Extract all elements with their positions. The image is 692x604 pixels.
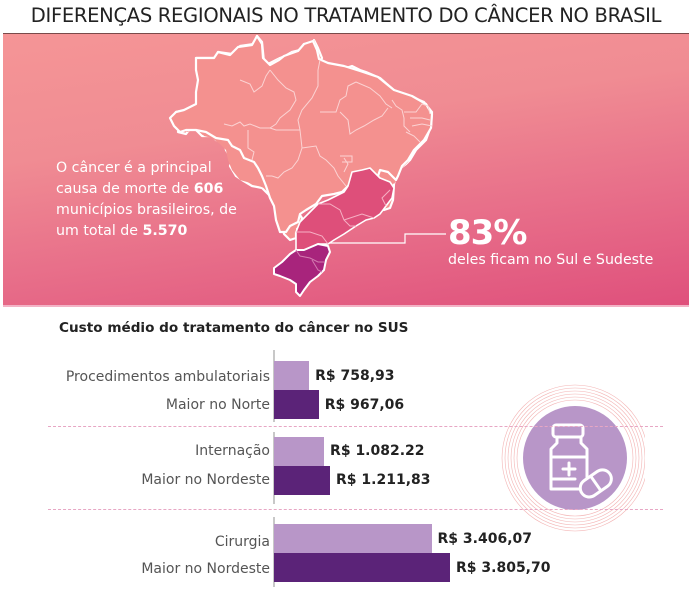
bar-ambulatorial-max bbox=[274, 390, 319, 419]
brazil-map-detail bbox=[170, 36, 446, 297]
label-cirurgia-max: Maior no Nordeste bbox=[141, 561, 270, 577]
bar-ambulatorial-average bbox=[274, 361, 310, 390]
intro-number-5570: 5.570 bbox=[142, 223, 188, 239]
intro-line-3: municípios brasileiros, de bbox=[56, 202, 237, 218]
map-southeast-borders bbox=[296, 189, 391, 245]
stat-connector-line bbox=[330, 233, 446, 244]
chart-axis-2 bbox=[273, 432, 275, 504]
chart-axis-3 bbox=[273, 517, 275, 587]
bar-cirurgia-max bbox=[274, 553, 450, 582]
stat-caption: deles ficam no Sul e Sudeste bbox=[448, 252, 654, 268]
bottle-glyph bbox=[549, 423, 589, 491]
intro-number-606: 606 bbox=[193, 181, 224, 197]
chart-title: Custo médio do tratamento do câncer no S… bbox=[59, 320, 409, 336]
intro-text: O câncer é a principal causa de morte de… bbox=[56, 158, 286, 242]
label-cirurgia-average: Cirurgia bbox=[214, 534, 270, 550]
concentric-rings bbox=[501, 384, 645, 532]
bar-internacao-max bbox=[274, 466, 331, 495]
label-ambulatorial-max: Maior no Norte bbox=[165, 397, 270, 413]
value-cirurgia-average: R$ 3.406,07 bbox=[437, 531, 532, 547]
intro-line-2: causa de morte de bbox=[56, 181, 194, 197]
page-title: DIFERENÇAS REGIONAIS NO TRATAMENTO DO CÂ… bbox=[30, 4, 662, 27]
map-region-south bbox=[273, 243, 331, 297]
group-separator-1 bbox=[48, 426, 663, 427]
value-internacao-average: R$ 1.082.22 bbox=[330, 443, 425, 459]
map-state-borders bbox=[223, 59, 433, 187]
label-internacao-average: Internação bbox=[195, 443, 270, 459]
label-ambulatorial-average: Procedimentos ambulatoriais bbox=[65, 369, 270, 385]
value-internacao-max: R$ 1.211,83 bbox=[336, 472, 431, 488]
stat-percentage: 83% bbox=[448, 213, 527, 253]
group-separator-2 bbox=[48, 509, 663, 510]
map-south-borders bbox=[295, 249, 324, 273]
bar-cirurgia-average bbox=[274, 524, 432, 553]
intro-line-4: um total de bbox=[56, 223, 143, 239]
value-ambulatorial-average: R$ 758,93 bbox=[315, 368, 395, 384]
intro-line-1: O câncer é a principal bbox=[56, 160, 212, 176]
pill-glyph bbox=[578, 468, 613, 499]
bar-internacao-average bbox=[274, 437, 325, 466]
medicine-bottle-pill-icon bbox=[501, 384, 645, 532]
value-cirurgia-max: R$ 3.805,70 bbox=[456, 560, 551, 576]
chart-axis-1 bbox=[273, 350, 275, 422]
label-internacao-max: Maior no Nordeste bbox=[141, 472, 270, 488]
map-region-southeast bbox=[295, 167, 395, 251]
value-ambulatorial-max: R$ 967,06 bbox=[324, 397, 405, 413]
banner-divider bbox=[3, 305, 689, 307]
